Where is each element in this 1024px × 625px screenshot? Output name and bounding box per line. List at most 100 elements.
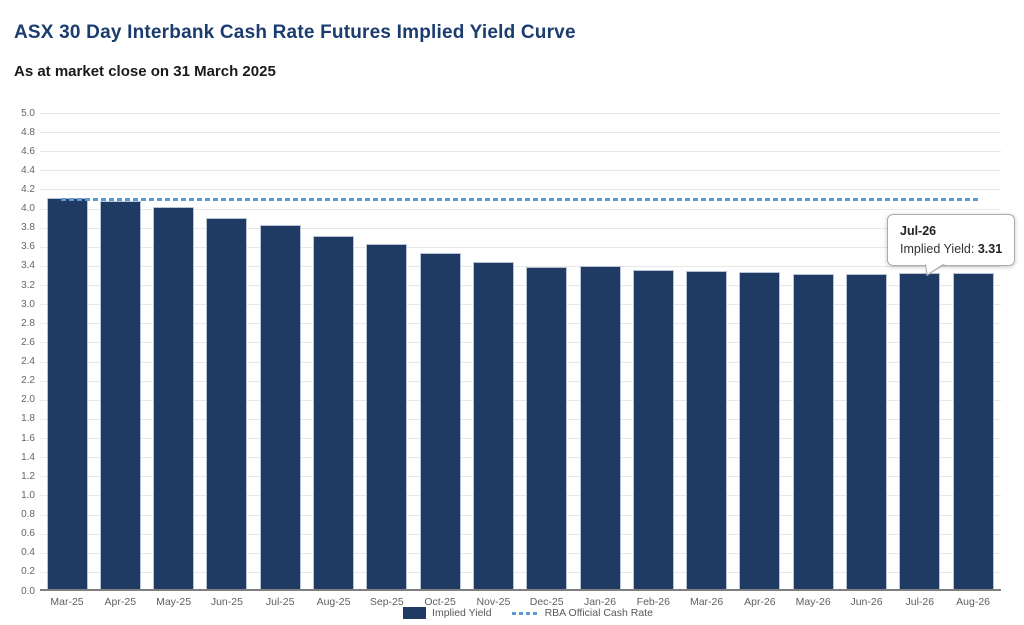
- gridline: [40, 151, 1001, 153]
- tooltip: Jul-26 Implied Yield: 3.31: [887, 214, 1016, 277]
- chart-title: ASX 30 Day Interbank Cash Rate Futures I…: [14, 22, 576, 43]
- y-axis-tick-label: 3.2: [21, 279, 35, 291]
- implied-yield-bar-may-25[interactable]: [153, 206, 195, 589]
- gridline: [40, 495, 1001, 497]
- y-axis-tick-label: 4.0: [21, 203, 35, 215]
- y-axis-tick-label: 4.2: [21, 183, 35, 195]
- implied-yield-bar-aug-26[interactable]: [952, 272, 994, 589]
- chart-subtitle: As at market close on 31 March 2025: [14, 63, 276, 80]
- y-axis-tick-label: 4.8: [21, 126, 35, 138]
- gridline: [40, 285, 1001, 287]
- gridline: [40, 304, 1001, 306]
- implied-yield-bar-may-26[interactable]: [792, 273, 834, 589]
- x-axis-tick-label: Aug-25: [316, 596, 351, 608]
- y-axis-tick-label: 3.8: [21, 222, 35, 234]
- gridline: [40, 265, 1001, 267]
- gridline: [40, 552, 1001, 554]
- x-axis-tick-label: Mar-25: [50, 596, 84, 608]
- gridline: [40, 189, 1001, 191]
- gridline: [40, 476, 1001, 478]
- x-axis-tick-label: Aug-26: [956, 596, 991, 608]
- implied-yield-bar-apr-26[interactable]: [739, 271, 781, 589]
- y-axis-tick-label: 1.6: [21, 432, 35, 444]
- implied-yield-bar-aug-25[interactable]: [313, 236, 354, 589]
- y-axis-tick-label: 2.6: [21, 336, 35, 348]
- legend-label: Implied Yield: [432, 607, 492, 619]
- implied-yield-bar-dec-25[interactable]: [526, 266, 568, 589]
- y-axis-tick-label: 2.8: [21, 317, 35, 329]
- y-axis-tick-label: 3.0: [21, 298, 35, 310]
- gridline: [40, 533, 1001, 535]
- y-axis-tick-label: 4.6: [21, 145, 35, 157]
- x-axis-tick-label: Apr-26: [744, 596, 776, 608]
- implied-yield-bar-nov-25[interactable]: [472, 262, 514, 589]
- dashed-line-swatch-icon: [511, 611, 539, 615]
- y-axis-tick-label: 2.2: [21, 375, 35, 387]
- y-axis-tick-label: 0.8: [21, 509, 35, 521]
- x-axis-tick-label: Apr-25: [104, 596, 137, 608]
- x-axis-tick-label: Jul-25: [265, 596, 295, 608]
- x-axis-tick-label: Sep-25: [369, 596, 404, 608]
- gridline: [40, 342, 1001, 344]
- gridline: [40, 380, 1001, 382]
- gridline: [40, 571, 1001, 573]
- gridline: [40, 361, 1001, 363]
- gridline: [40, 246, 1001, 248]
- x-axis-tick-label: Jan-26: [583, 596, 617, 608]
- implied-yield-bar-jul-25[interactable]: [259, 224, 301, 589]
- implied-yield-swatch-icon: [403, 607, 427, 619]
- y-axis-tick-label: 2.0: [21, 394, 35, 406]
- tooltip-value: 3.31: [977, 242, 1003, 257]
- y-axis-tick-label: 0.4: [21, 547, 35, 559]
- implied-yield-bar-jul-26[interactable]: [899, 272, 941, 589]
- y-axis-tick-label: 3.6: [21, 241, 35, 253]
- gridline: [40, 457, 1001, 459]
- gridline: [40, 418, 1001, 420]
- implied-yield-bar-jun-26[interactable]: [846, 273, 887, 589]
- gridline: [40, 132, 1001, 134]
- gridline: [40, 514, 1001, 516]
- legend-item-implied-yield[interactable]: Implied Yield: [403, 607, 492, 619]
- y-axis-tick-label: 5.0: [21, 107, 35, 119]
- implied-yield-bar-oct-25[interactable]: [419, 252, 461, 589]
- y-axis-tick-label: 1.8: [21, 413, 35, 425]
- implied-yield-bar-mar-25[interactable]: [46, 198, 88, 589]
- plot-area: 0.0 0.2 0.4 0.6 0.8 1.0 1.2 1.4 1.6 1.8 2.0 2.2 2.4 2…: [21, 108, 1001, 608]
- x-axis-tick-label: May-25: [156, 596, 192, 608]
- x-axis-tick-label: May-26: [795, 596, 831, 608]
- implied-yield-bar-feb-26[interactable]: [632, 269, 674, 589]
- implied-yield-bar-mar-26[interactable]: [686, 270, 728, 589]
- tooltip-category: Jul-26: [900, 224, 937, 238]
- gridline: [40, 113, 1001, 114]
- y-axis-tick-label: 1.2: [21, 470, 35, 482]
- gridline: [40, 208, 1001, 210]
- legend-label: RBA Official Cash Rate: [544, 607, 653, 619]
- gridline: [40, 170, 1001, 172]
- gridline: [40, 399, 1001, 401]
- x-axis-tick-label: Jul-26: [905, 596, 935, 608]
- y-axis-tick-label: 1.4: [21, 451, 35, 463]
- x-axis-tick-label: Dec-25: [529, 596, 564, 608]
- implied-yield-bar-sep-25[interactable]: [366, 243, 408, 589]
- y-axis-tick-label: 0.6: [21, 528, 35, 540]
- gridline: [40, 227, 1001, 229]
- gridline: [40, 438, 1001, 440]
- x-axis-tick-label: Nov-25: [476, 596, 511, 608]
- y-axis-tick-label: 0.2: [21, 566, 35, 578]
- rba-cash-rate-line: [61, 197, 980, 201]
- x-axis-tick-label: Oct-25: [424, 596, 456, 608]
- gridline: [40, 323, 1001, 325]
- x-axis-tick-label: Jun-26: [850, 596, 883, 608]
- y-axis-tick-label: 0.0: [21, 585, 35, 597]
- y-axis-tick-label: 3.4: [21, 260, 35, 272]
- implied-yield-bar-jun-25[interactable]: [206, 218, 248, 589]
- implied-yield-bar-apr-25[interactable]: [99, 200, 141, 589]
- implied-yield-bar-jan-26[interactable]: [579, 265, 621, 589]
- y-axis-tick-label: 4.4: [21, 164, 35, 176]
- x-axis-tick-label: Jun-25: [210, 596, 243, 608]
- chart-legend: Implied Yield RBA Official Cash Rate: [16, 607, 1024, 619]
- y-axis-tick-label: 2.4: [21, 356, 35, 368]
- tooltip-series-label: Implied Yield:: [900, 242, 975, 257]
- legend-item-rba-cash-rate[interactable]: RBA Official Cash Rate: [511, 607, 653, 619]
- tooltip-body: Implied Yield: 3.31: [900, 240, 1002, 258]
